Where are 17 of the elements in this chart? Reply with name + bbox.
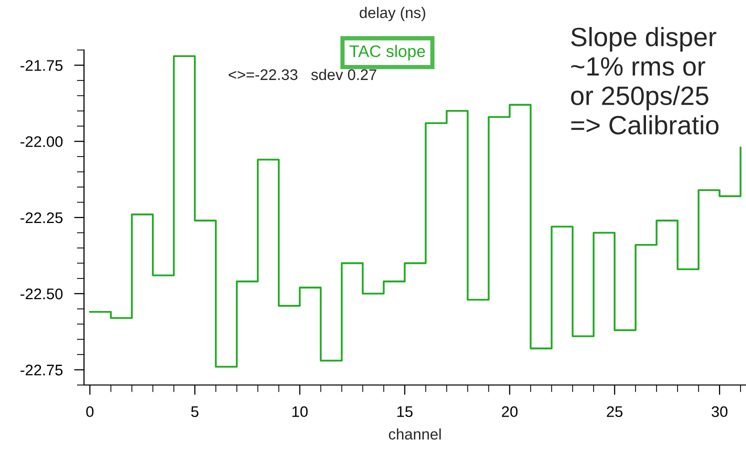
annotation: <>=-22.33 sdev 0.27 [228, 68, 376, 80]
x-tick-label: 10 [292, 406, 308, 418]
x-tick-label: 25 [606, 406, 622, 418]
y-tick-label: -22.50 [20, 288, 63, 300]
chart-title: delay (ns) [360, 6, 426, 22]
y-tick-label: -22.75 [20, 364, 63, 376]
x-tick-label: 30 [712, 406, 728, 418]
y-tick-label: -22.00 [20, 136, 63, 148]
y-tick-label: -21.75 [20, 60, 63, 71]
text: TAC slope [350, 44, 425, 60]
x-tick-label: 15 [397, 406, 413, 418]
y-tick-label: -22.25 [20, 212, 63, 224]
annotation: Slope disper ~1% rms or or 250ps/25 => Calibratio [571, 27, 719, 135]
x-tick-label: 5 [191, 406, 198, 418]
x-axis-title: channel [388, 428, 441, 440]
x-tick-label: 20 [502, 406, 518, 418]
x-tick-label: 0 [86, 406, 94, 418]
